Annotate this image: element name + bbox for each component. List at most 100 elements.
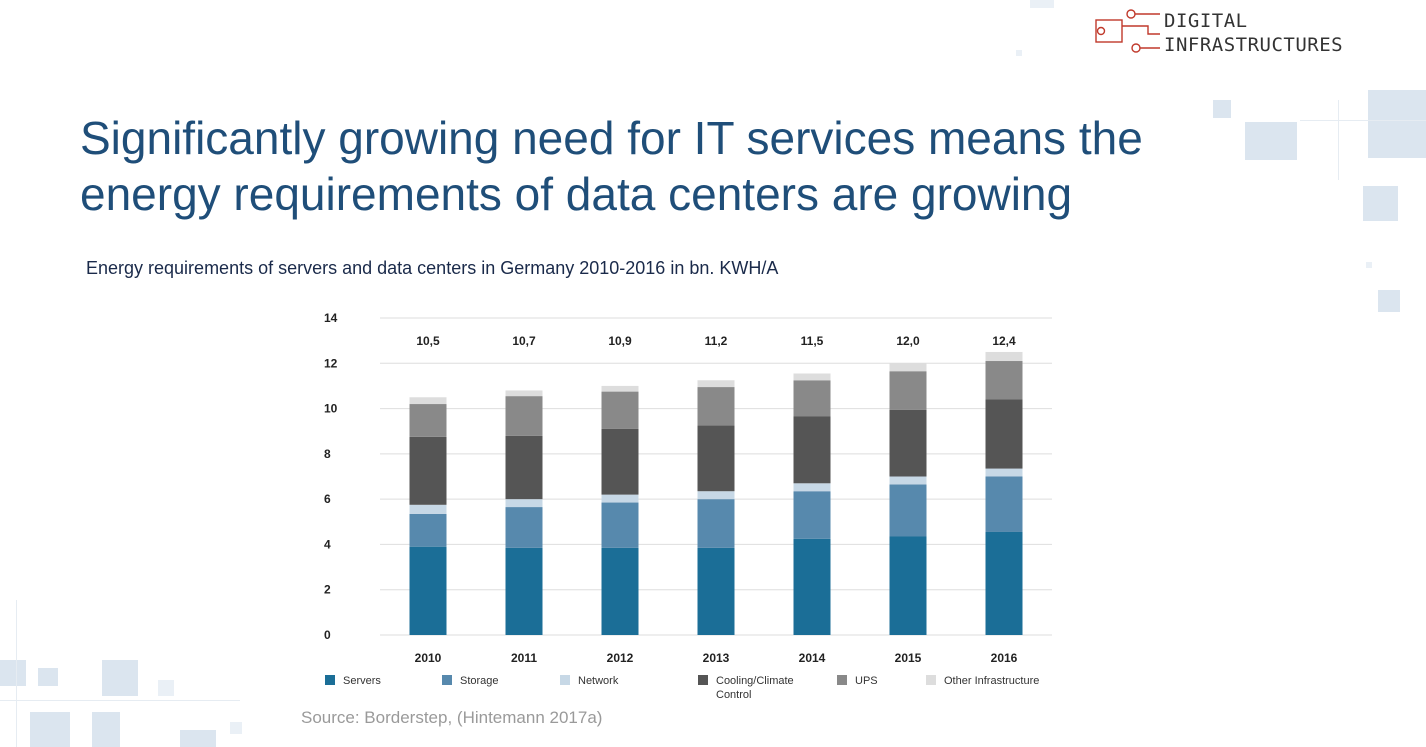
x-tick-label: 2013	[703, 651, 730, 665]
decor-line	[0, 700, 240, 701]
decor-square	[1363, 186, 1398, 221]
bar-segment	[889, 476, 927, 485]
total-label: 11,2	[705, 334, 728, 348]
decor-line	[16, 600, 17, 747]
y-tick-label: 6	[324, 492, 331, 506]
x-tick-label: 2010	[415, 651, 442, 665]
bar-segment	[697, 387, 735, 426]
bar-segment	[409, 546, 447, 635]
page-title-line-2: energy requirements of data centers are …	[80, 168, 1073, 220]
logo-text: DIGITAL INFRASTRUCTURES	[1164, 9, 1343, 57]
logo-line-2: INFRASTRUCTURES	[1164, 34, 1344, 56]
bar-segment	[409, 504, 447, 514]
legend-label-line: Control	[716, 689, 751, 701]
bar-segment	[697, 547, 735, 635]
total-label: 12,4	[992, 334, 1016, 348]
decor-square	[30, 712, 70, 747]
y-tick-label: 4	[324, 537, 331, 551]
bar-segment	[985, 468, 1023, 477]
total-label: 10,5	[416, 334, 440, 348]
bar-segment	[505, 547, 543, 635]
decor-line	[1338, 100, 1339, 180]
bar-segment	[409, 436, 447, 505]
decor-square	[1368, 90, 1426, 158]
decor-square	[1378, 290, 1400, 312]
decor-square	[1030, 0, 1054, 8]
legend-swatch	[698, 675, 708, 685]
bar-segment	[697, 499, 735, 548]
bar-segment	[601, 391, 639, 429]
bar-segment	[697, 491, 735, 500]
bar-segment	[601, 494, 639, 503]
y-tick-label: 8	[324, 447, 331, 461]
legend-swatch	[837, 675, 847, 685]
bar-segment	[505, 435, 543, 500]
bar-segment	[601, 502, 639, 548]
bar-segment	[505, 390, 543, 397]
bar-segment	[793, 483, 831, 492]
decor-square	[1016, 50, 1022, 56]
decor-square	[1245, 122, 1297, 160]
circuit-icon	[1095, 9, 1160, 53]
decor-square	[0, 660, 26, 686]
bar-segment	[793, 491, 831, 539]
bar-segment	[505, 499, 543, 508]
bar-segment	[793, 373, 831, 381]
logo-line-1: DIGITAL	[1164, 10, 1248, 32]
bar-segment	[697, 425, 735, 492]
x-tick-label: 2015	[895, 651, 922, 665]
legend-label-line: Cooling/Climate	[716, 675, 794, 687]
decor-square	[230, 722, 242, 734]
labels: 0 2 4 6 8 10 12 14 10,5 2010 10,7 2011 10,9 2012 11,2 2…	[324, 311, 1018, 665]
bar-segment	[409, 397, 447, 405]
y-tick-label: 2	[324, 583, 331, 597]
decor-square	[102, 660, 138, 696]
stacked-bar-chart: 0 2 4 6 8 10 12 14 10,5 2010 10,7 2011 10,9 2012 11,2 2…	[324, 311, 1052, 701]
x-tick-label: 2011	[511, 651, 537, 665]
bar-segment	[505, 507, 543, 548]
legend-swatch	[325, 675, 335, 685]
decor-square	[1213, 100, 1231, 118]
y-tick-label: 10	[324, 402, 338, 416]
decor-line	[1300, 120, 1426, 121]
total-label: 11,5	[801, 334, 824, 348]
legend-swatch	[560, 675, 570, 685]
legend-label: Storage	[460, 675, 499, 687]
legend-label: Cooling/Climate Control	[716, 675, 794, 701]
legend-label: Other Infrastructure	[944, 675, 1039, 687]
bar-segment	[889, 484, 927, 537]
bar-segment	[985, 361, 1023, 400]
bar-segment	[505, 396, 543, 436]
decor-square	[92, 712, 120, 747]
y-tick-label: 12	[324, 356, 338, 370]
bar-segment	[793, 416, 831, 484]
source-note: Source: Borderstep, (Hintemann 2017a)	[301, 708, 603, 727]
page-title-line-1: Significantly growing need for IT servic…	[80, 112, 1143, 164]
bar-segment	[793, 380, 831, 417]
bar-segment	[985, 399, 1023, 469]
bar-segment	[889, 363, 927, 372]
x-tick-label: 2016	[991, 651, 1018, 665]
legend-swatch	[442, 675, 452, 685]
bar-segment	[985, 531, 1023, 635]
y-tick-label: 14	[324, 311, 338, 325]
bar-segment	[889, 371, 927, 410]
legend: Servers Storage Network Cooling/Climate Cont…	[325, 675, 1039, 701]
page-title: Significantly growing need for IT servic…	[80, 110, 1280, 222]
decor-square	[180, 730, 216, 747]
bar-segment	[889, 536, 927, 635]
legend-label: UPS	[855, 675, 878, 687]
chart-subtitle: Energy requirements of servers and data …	[86, 258, 779, 278]
bar-segment	[793, 538, 831, 635]
total-label: 10,9	[608, 334, 632, 348]
x-tick-label: 2012	[607, 651, 634, 665]
bar-segment	[985, 476, 1023, 532]
legend-swatch	[926, 675, 936, 685]
total-label: 12,0	[896, 334, 920, 348]
decor-square	[158, 680, 174, 696]
bar-segment	[985, 351, 1023, 362]
y-tick-label: 0	[324, 628, 331, 642]
total-label: 10,7	[512, 334, 536, 348]
legend-label: Servers	[343, 675, 381, 687]
bar-segment	[601, 547, 639, 635]
